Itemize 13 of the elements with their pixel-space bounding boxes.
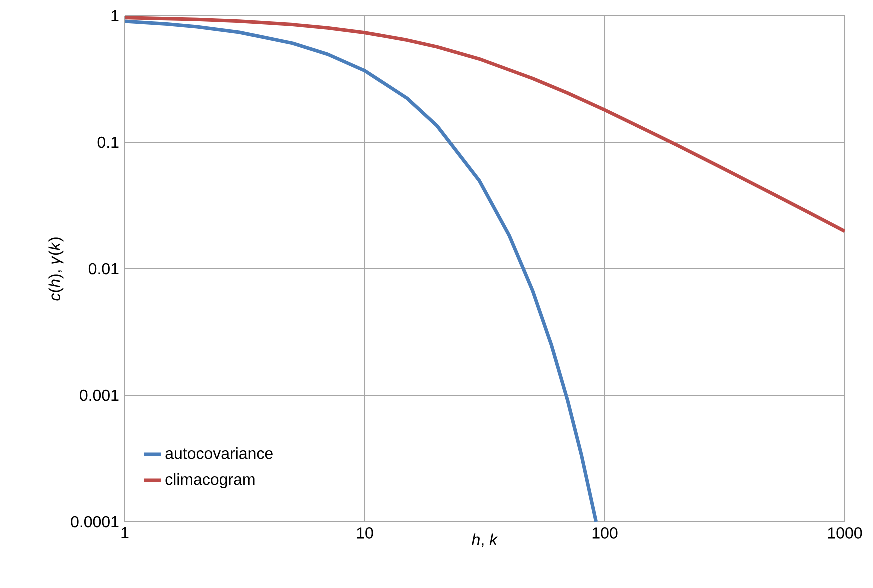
x-tick-label: 100 [592, 528, 618, 539]
x-tick-label: 1000 [828, 528, 862, 539]
y-tick-label: 0.01 [88, 263, 119, 275]
legend-label: autocovariance [166, 447, 273, 460]
y-axis-title: c(h), γ(k) [48, 238, 64, 301]
x-tick-label: 1 [122, 528, 129, 539]
y-tick-label: 0.0001 [71, 516, 119, 528]
y-tick-label: 1 [112, 10, 119, 22]
y-tick-label: 0.001 [80, 390, 119, 402]
x-axis-title: h, k [472, 534, 498, 548]
y-tick-label: 0.1 [98, 136, 119, 148]
x-tick-label: 10 [357, 528, 374, 539]
legend-label: climacogram [166, 473, 255, 488]
